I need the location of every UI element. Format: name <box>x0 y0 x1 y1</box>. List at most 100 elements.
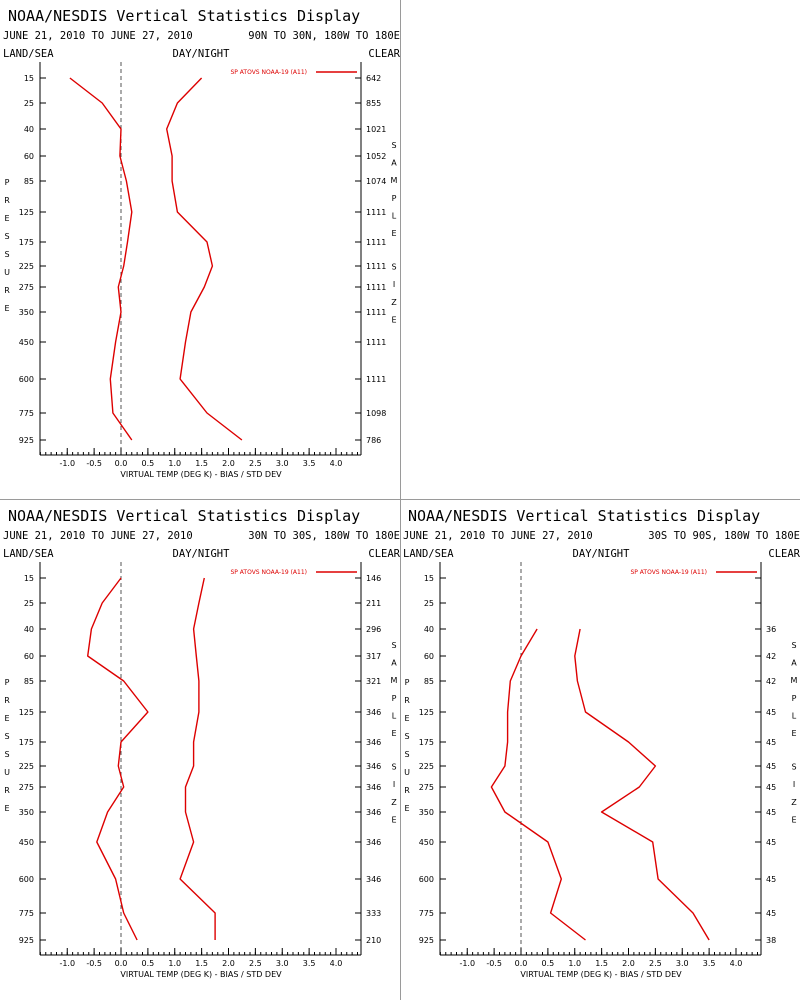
sample-size-value: 42 <box>766 677 776 686</box>
pressure-tick-label: 925 <box>419 936 434 945</box>
pressure-tick-label: 225 <box>19 762 34 771</box>
sample-size-value: 210 <box>366 936 381 945</box>
sample-size-axis-letter: S <box>791 641 796 650</box>
sample-size-axis-letter: L <box>392 711 397 720</box>
bias-line <box>69 77 133 441</box>
sample-size-value: 45 <box>766 875 776 884</box>
y-axis-label-letter: R <box>4 196 10 205</box>
pressure-tick-label: 60 <box>24 152 34 161</box>
land-sea-label: LAND/SEA <box>3 48 54 60</box>
x-tick-label: 0.0 <box>115 959 128 968</box>
sample-size-axis-letter: Z <box>391 798 397 807</box>
y-axis-label-letter: E <box>4 214 9 223</box>
x-tick-label: 2.0 <box>222 459 235 468</box>
pressure-tick-label: 450 <box>19 838 34 847</box>
pressure-tick-label: 15 <box>24 74 34 83</box>
legend-label: SP ATOVS NOAA-19 (A11) <box>630 569 707 576</box>
x-tick-label: 2.5 <box>649 959 662 968</box>
region-label: 30S TO 90S, 180W TO 180E <box>648 530 800 542</box>
pressure-tick-label: 25 <box>24 599 34 608</box>
pressure-tick-label: 40 <box>24 625 34 634</box>
y-axis-label-letter: E <box>4 714 9 723</box>
date-range: JUNE 21, 2010 TO JUNE 27, 2010 <box>403 530 593 542</box>
y-axis-label-letter: R <box>4 786 10 795</box>
sample-size-axis-letter: I <box>793 780 795 789</box>
pressure-tick-label: 85 <box>24 177 34 186</box>
sample-size-axis-letter: A <box>391 159 397 168</box>
y-axis-label-letter: S <box>404 750 409 759</box>
panel-separator-vertical <box>400 0 401 1000</box>
sample-size-axis-letter: M <box>791 676 798 685</box>
sample-size-value: 1021 <box>366 125 386 134</box>
sample-size-axis-letter: S <box>391 141 396 150</box>
x-axis-label: VIRTUAL TEMP (DEG K) - BIAS / STD DEV <box>120 970 282 979</box>
sample-size-axis-letter: Z <box>391 298 397 307</box>
y-axis-label-letter: U <box>4 768 10 777</box>
std-dev-line <box>574 628 710 941</box>
y-axis-label-letter: U <box>404 768 410 777</box>
chart-svg: NOAA/NESDIS Vertical Statistics Display J… <box>3 7 400 479</box>
sample-size-value: 1052 <box>366 152 386 161</box>
x-tick-label: 0.5 <box>142 959 155 968</box>
y-axis-label-letter: S <box>4 250 9 259</box>
pressure-tick-label: 125 <box>19 708 34 717</box>
pressure-tick-label: 600 <box>19 375 34 384</box>
x-tick-label: -1.0 <box>59 459 75 468</box>
x-tick-label: 4.0 <box>330 959 343 968</box>
y-axis-label-letter: E <box>404 714 409 723</box>
sample-size-axis-letter: E <box>791 815 796 824</box>
y-axis-label-letter: R <box>4 696 10 705</box>
x-tick-label: 3.0 <box>676 959 689 968</box>
chart-title: NOAA/NESDIS Vertical Statistics Display <box>8 7 360 25</box>
pressure-tick-label: 225 <box>419 762 434 771</box>
pressure-tick-label: 85 <box>24 677 34 686</box>
x-tick-label: 3.5 <box>303 959 316 968</box>
pressure-tick-label: 775 <box>19 409 34 418</box>
std-dev-line <box>179 577 216 940</box>
chart-panel-tropics: NOAA/NESDIS Vertical Statistics Display J… <box>0 500 400 1000</box>
sample-size-axis-letter: E <box>391 815 396 824</box>
land-sea-label: LAND/SEA <box>3 548 54 560</box>
sample-size-value: 45 <box>766 738 776 747</box>
pressure-tick-label: 40 <box>424 625 434 634</box>
sample-size-axis-letter: A <box>391 659 397 668</box>
pressure-tick-label: 175 <box>19 238 34 247</box>
sample-size-value: 333 <box>366 909 381 918</box>
sample-size-axis-letter: M <box>391 676 398 685</box>
sample-size-value: 346 <box>366 783 381 792</box>
sample-size-value: 346 <box>366 708 381 717</box>
sample-size-value: 1074 <box>366 177 386 186</box>
x-tick-label: -0.5 <box>486 959 502 968</box>
x-tick-label: 0.0 <box>115 459 128 468</box>
sample-size-axis-letter: P <box>792 694 797 703</box>
sample-size-value: 45 <box>766 808 776 817</box>
date-range: JUNE 21, 2010 TO JUNE 27, 2010 <box>3 530 193 542</box>
sample-size-value: 855 <box>366 99 381 108</box>
y-axis-label-letter: E <box>4 304 9 313</box>
x-tick-label: 1.5 <box>595 959 608 968</box>
sample-size-value: 1111 <box>366 338 386 347</box>
sample-size-value: 211 <box>366 599 381 608</box>
sample-size-value: 45 <box>766 762 776 771</box>
x-tick-label: 2.0 <box>222 959 235 968</box>
sample-size-value: 642 <box>366 74 381 83</box>
sample-size-axis-letter: E <box>391 729 396 738</box>
pressure-tick-label: 775 <box>19 909 34 918</box>
pressure-tick-label: 450 <box>19 338 34 347</box>
pressure-tick-label: 600 <box>419 875 434 884</box>
day-night-label: DAY/NIGHT <box>573 548 631 560</box>
x-tick-label: 1.0 <box>568 959 581 968</box>
sample-size-axis-letter: S <box>791 763 796 772</box>
std-dev-line <box>165 77 243 441</box>
x-tick-label: 0.0 <box>515 959 528 968</box>
pressure-tick-label: 40 <box>24 125 34 134</box>
chart-panel-south: NOAA/NESDIS Vertical Statistics Display J… <box>400 500 800 1000</box>
sample-size-value: 346 <box>366 838 381 847</box>
sample-size-value: 1111 <box>366 375 386 384</box>
sample-size-value: 786 <box>366 436 381 445</box>
bias-line <box>86 577 149 941</box>
x-tick-label: 1.5 <box>195 959 208 968</box>
